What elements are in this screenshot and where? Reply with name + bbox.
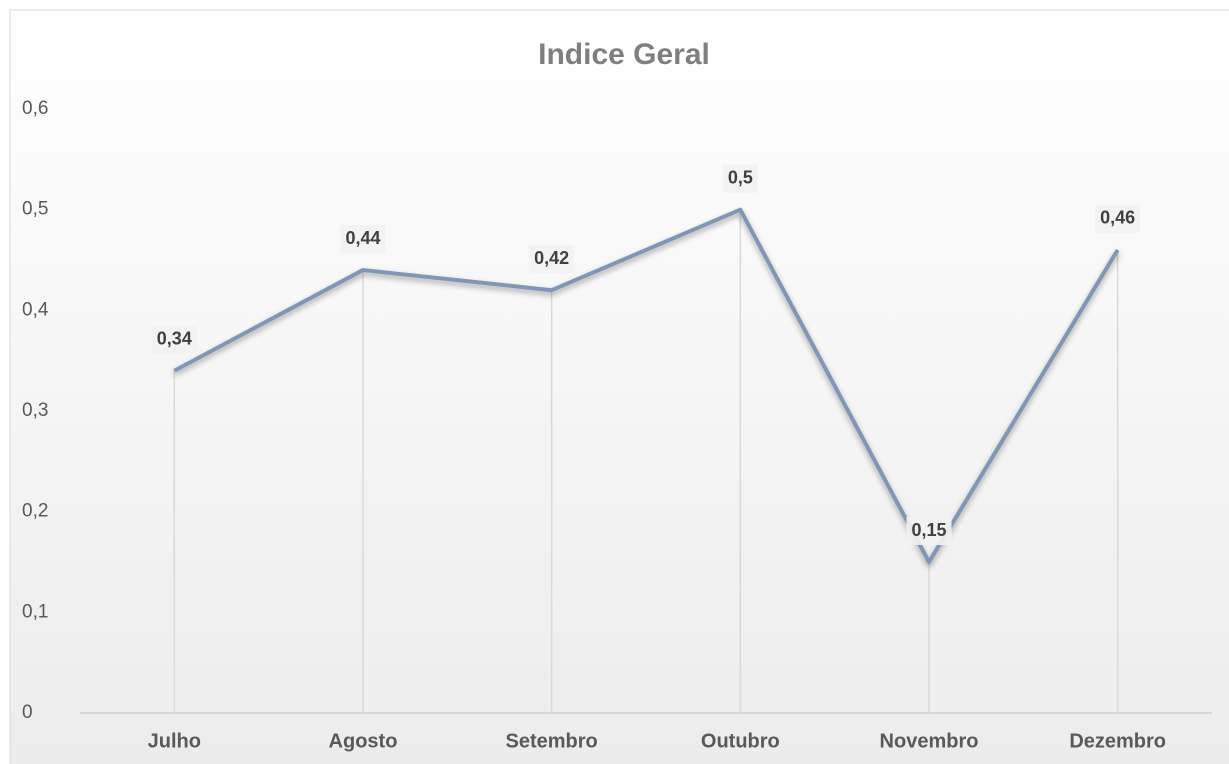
y-tick-label: 0,2 <box>22 501 48 522</box>
value-label-bg <box>340 225 386 254</box>
chart-frame <box>9 9 1229 764</box>
value-label-bg <box>906 517 952 545</box>
y-tick-label: 0,3 <box>22 400 48 421</box>
value-label: 0,46 <box>1100 208 1135 228</box>
y-tick-label: 0 <box>22 702 33 723</box>
value-label: 0,34 <box>157 328 192 348</box>
chart-title: Indice Geral <box>538 38 710 71</box>
y-tick-label: 0,5 <box>22 199 48 220</box>
y-tick-label: 0,1 <box>22 601 48 622</box>
x-tick-label: Setembro <box>506 730 598 752</box>
line-series <box>173 207 1120 564</box>
y-tick-label: 0,6 <box>22 98 48 119</box>
value-label: 0,15 <box>911 520 946 540</box>
value-label-bg <box>151 325 197 354</box>
value-label: 0,5 <box>728 167 753 187</box>
value-label: 0,44 <box>345 228 380 248</box>
value-label-bg <box>1095 204 1141 233</box>
x-tick-label: Dezembro <box>1069 730 1166 752</box>
y-tick-label: 0,4 <box>22 299 49 320</box>
value-label: 0,42 <box>534 248 569 268</box>
value-label-bg <box>529 245 575 274</box>
value-label-bg <box>722 164 758 193</box>
x-tick-label: Julho <box>148 730 201 752</box>
x-tick-label: Agosto <box>329 730 398 752</box>
x-tick-label: Outubro <box>701 730 780 752</box>
x-tick-label: Novembro <box>880 730 979 752</box>
